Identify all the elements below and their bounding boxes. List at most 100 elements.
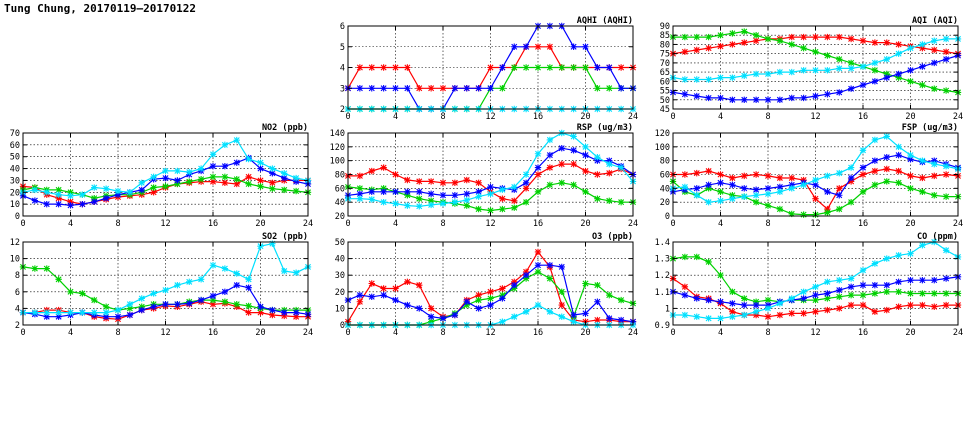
data-point-aqhi-2-10 [463, 85, 470, 92]
data-point-rsp-1-5 [404, 192, 411, 199]
data-point-co-2-16 [859, 281, 867, 289]
data-point-co-1-3 [705, 258, 712, 266]
data-point-co-1-20 [907, 290, 914, 297]
data-point-fsp-3-21 [919, 157, 926, 164]
data-point-aqi-2-8 [764, 96, 772, 103]
data-point-rsp-0-21 [594, 171, 601, 178]
data-point-rsp-3-12 [487, 190, 494, 198]
data-point-aqi-2-20 [907, 67, 914, 74]
y-tick-label: 12 [10, 238, 20, 248]
data-point-fsp-0-22 [931, 172, 938, 180]
x-tick-label: 12 [485, 328, 495, 338]
data-point-aqi-1-4 [717, 32, 724, 39]
data-point-aqi-0-13 [824, 33, 831, 41]
data-point-fsp-2-12 [812, 181, 819, 189]
data-point-rsp-3-2 [368, 196, 375, 203]
data-point-no2-3-16 [209, 151, 217, 158]
data-point-so2-3-21 [269, 240, 276, 247]
data-point-aqhi-1-13 [499, 85, 506, 92]
data-point-aqi-2-1 [681, 91, 689, 98]
data-point-aqi-3-12 [812, 67, 819, 74]
data-point-fsp-3-3 [705, 198, 712, 206]
data-point-fsp-2-10 [788, 181, 795, 189]
data-point-fsp-0-18 [883, 165, 890, 173]
data-point-rsp-0-15 [522, 185, 530, 192]
data-point-fsp-0-10 [788, 174, 795, 182]
data-point-fsp-1-9 [776, 205, 784, 213]
data-point-aqi-3-23 [942, 35, 950, 43]
data-point-no2-1-18 [233, 176, 240, 183]
data-point-aqi-0-2 [693, 46, 700, 54]
data-point-o3-0-5 [404, 278, 411, 286]
data-point-o3-2-16 [534, 262, 542, 269]
page-title: Tung Chung, 20170119–20170122 [4, 2, 197, 15]
data-point-fsp-0-8 [764, 172, 772, 180]
data-point-aqi-3-16 [859, 63, 867, 70]
data-point-fsp-0-21 [919, 174, 926, 182]
data-point-o3-2-7 [427, 313, 435, 320]
data-point-rsp-3-9 [451, 198, 459, 206]
data-point-co-2-2 [693, 295, 700, 302]
data-point-aqi-3-10 [788, 68, 795, 76]
data-point-no2-3-9 [126, 189, 134, 196]
chart-aqhi: 0 4 8 12 16 20 24 2 3 4 5 6 AQHI (AQHI) [340, 16, 638, 122]
y-tick-label: 60 [660, 77, 670, 87]
data-point-no2-1-3 [55, 186, 62, 194]
data-point-so2-2-20 [257, 303, 264, 310]
data-point-co-2-1 [681, 291, 689, 299]
data-point-so2-3-9 [126, 301, 134, 308]
data-point-rsp-1-16 [534, 188, 542, 195]
data-point-rsp-2-6 [416, 188, 423, 195]
data-point-fsp-3-12 [812, 176, 819, 184]
data-point-fsp-2-8 [764, 185, 772, 192]
data-point-fsp-0-19 [895, 167, 902, 175]
data-point-aqi-3-15 [847, 65, 855, 72]
data-point-o3-2-5 [404, 301, 411, 309]
data-point-fsp-1-23 [942, 193, 950, 200]
data-point-no2-1-19 [245, 180, 252, 188]
data-point-no2-2-20 [257, 165, 264, 172]
data-point-co-0-5 [729, 308, 736, 315]
data-point-no2-3-7 [102, 185, 110, 192]
data-point-so2-3-8 [114, 306, 122, 314]
data-point-aqi-2-14 [836, 89, 843, 96]
data-point-no2-3-2 [43, 189, 50, 196]
y-tick-label: 20 [10, 188, 20, 198]
data-point-aqi-1-17 [871, 67, 879, 74]
data-point-so2-3-3 [55, 309, 62, 316]
data-point-so2-1-18 [233, 301, 240, 308]
data-point-so2-1-3 [55, 276, 62, 283]
data-point-o3-1-18 [558, 288, 565, 295]
data-point-aqhi-0-3 [380, 64, 387, 71]
data-point-aqhi-1-15 [522, 64, 530, 71]
data-point-co-1-17 [871, 290, 879, 297]
data-point-co-2-3 [705, 296, 712, 304]
data-point-rsp-0-16 [534, 171, 542, 178]
data-point-fsp-3-15 [847, 164, 855, 171]
data-point-o3-1-23 [617, 296, 625, 304]
data-point-o3-2-21 [594, 298, 601, 305]
data-point-aqhi-0-1 [356, 64, 364, 71]
data-point-aqhi-2-20 [582, 43, 589, 50]
data-point-fsp-3-9 [776, 188, 784, 195]
data-point-rsp-2-3 [380, 188, 387, 195]
data-point-fsp-1-15 [847, 198, 855, 206]
data-point-fsp-2-14 [836, 192, 843, 199]
y-tick-label: 1 [665, 304, 670, 314]
data-point-rsp-0-18 [558, 160, 565, 168]
data-point-aqi-3-17 [871, 59, 879, 67]
data-point-o3-1-11 [475, 296, 482, 304]
data-point-o3-2-18 [558, 263, 565, 271]
y-tick-label: 80 [660, 157, 670, 167]
data-point-aqhi-0-16 [534, 43, 542, 50]
x-tick-label: 0 [20, 219, 25, 229]
data-point-rsp-1-18 [558, 179, 565, 186]
data-point-rsp-3-19 [570, 133, 577, 140]
x-tick-label: 0 [345, 112, 350, 122]
data-point-rsp-3-3 [380, 198, 387, 206]
data-point-so2-3-22 [281, 267, 288, 275]
y-tick-label: 80 [335, 171, 345, 181]
data-point-so2-3-10 [138, 295, 145, 302]
data-point-o3-0-7 [427, 305, 435, 312]
